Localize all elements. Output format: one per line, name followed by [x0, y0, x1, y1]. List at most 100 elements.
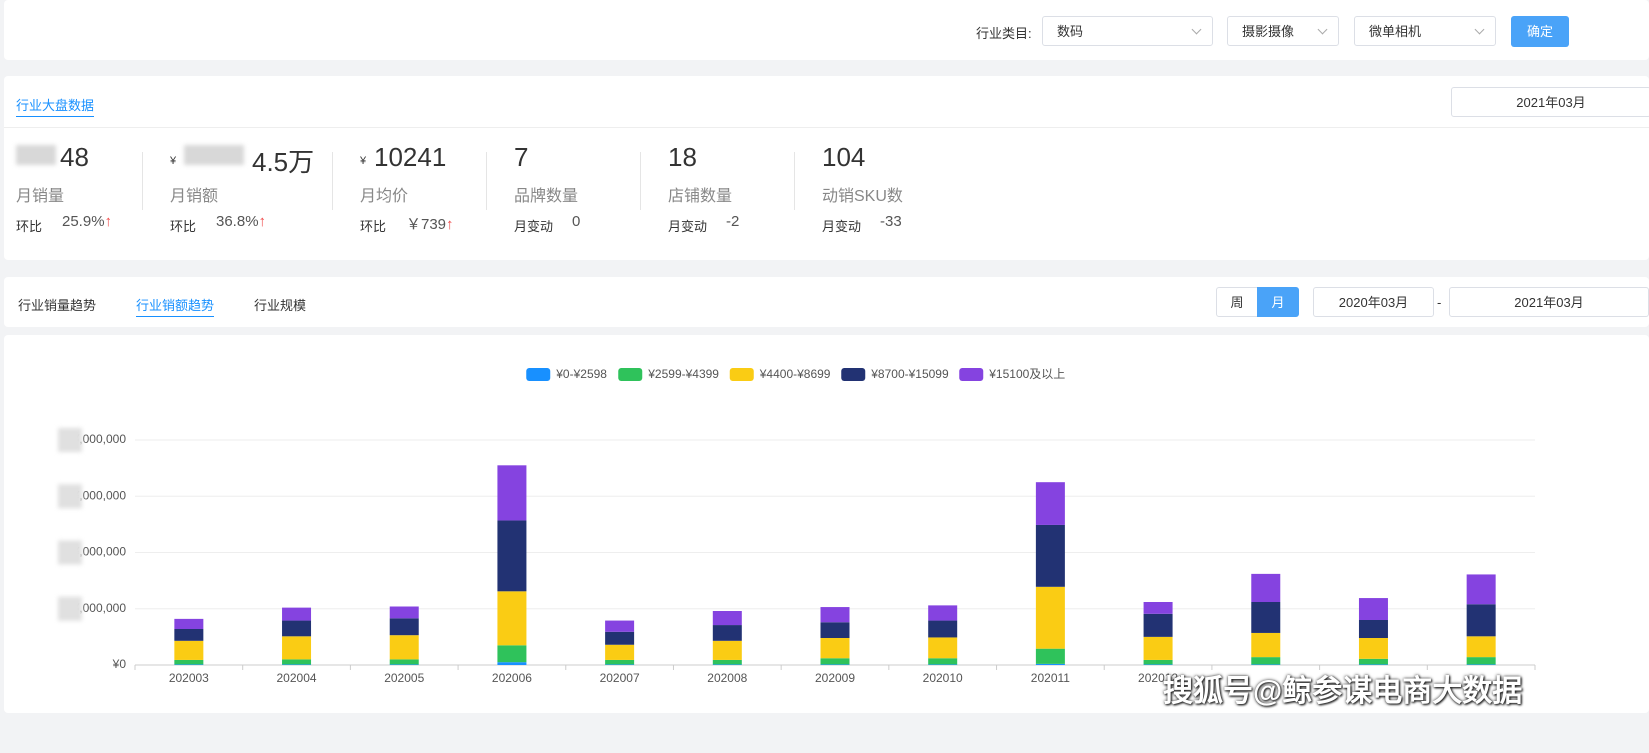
bar-segment [1251, 632, 1281, 658]
chart: ¥0 ¥,000,000 ¥,000,000 ¥,000,000 ¥,000,000 20… [58, 367, 1536, 685]
bar-segment [820, 638, 850, 659]
bar-segment [282, 620, 312, 637]
bar-segment [497, 465, 527, 521]
x-tick-label: 202005 [384, 671, 424, 685]
range-separator: - [1437, 295, 1442, 310]
kpi-change-label: 环比 [16, 219, 43, 234]
legend-label: ¥15100及以上 [988, 367, 1065, 381]
up-arrow: ↑ [104, 213, 113, 230]
kpi-change: -2 [726, 213, 740, 230]
blur [16, 145, 56, 165]
blur [58, 428, 82, 452]
kpi-value: 7 [514, 142, 529, 172]
kpi-value: 104 [822, 142, 866, 172]
select[interactable]: 数码 [1042, 16, 1213, 46]
bar-segment [928, 658, 958, 665]
y-tick-label: ¥,000,000 [72, 432, 127, 446]
x-tick-label: 202004 [277, 671, 317, 685]
bar-segment [1251, 602, 1281, 633]
end-date[interactable]: 2021年03月 [1449, 287, 1649, 317]
legend-swatch [526, 368, 551, 381]
divider [332, 152, 333, 210]
section-title[interactable]: 行业大盘数据 [16, 95, 95, 117]
period-week[interactable]: 周 [1216, 287, 1258, 317]
kpi-value: 10241 [374, 142, 447, 172]
legend-label: ¥8700-¥15099 [870, 367, 949, 381]
kpi-change: ￥739↑ [406, 216, 454, 233]
tab-active[interactable]: 行业销额趋势 [136, 295, 215, 317]
bar-segment [928, 620, 958, 638]
legend-swatch [729, 368, 754, 381]
kpi-change: 0 [572, 213, 581, 230]
x-tick-label: 202003 [169, 671, 209, 685]
confirm-button[interactable]: 确定 [1511, 16, 1569, 47]
bar-segment [174, 618, 204, 629]
bar-segment [1358, 598, 1388, 620]
bar-segment [1143, 659, 1173, 665]
y-tick-label: ¥,000,000 [72, 545, 127, 559]
blur [184, 145, 244, 165]
bar-segment [928, 664, 958, 665]
kpi-name: 月均价 [360, 188, 409, 205]
kpi-change-label: 环比 [360, 219, 387, 234]
bar-segment [1143, 636, 1173, 660]
bar-segment [1035, 524, 1065, 587]
select[interactable]: 摄影摄像 [1227, 16, 1339, 46]
period-month[interactable]: 月 [1257, 287, 1299, 317]
kpi-value: 4.5万 [252, 147, 315, 177]
bar-segment [1466, 604, 1496, 637]
bar-segment [389, 635, 419, 660]
kpi-name: 店铺数量 [668, 188, 733, 205]
bar-segment [605, 644, 635, 660]
bar-segment [1358, 658, 1388, 665]
bar-segment [1466, 636, 1496, 658]
filter-label: 行业类目: [976, 26, 1032, 41]
legend-swatch [841, 368, 866, 381]
bar-segment [1466, 664, 1496, 665]
bar-segment [174, 629, 204, 641]
bar-segment [605, 620, 635, 632]
bar-segment [1143, 602, 1173, 614]
legend-swatch [618, 368, 643, 381]
bar-segment [1035, 648, 1065, 664]
blur [58, 484, 82, 509]
bar-segment [389, 659, 419, 665]
filter-bar: 行业类目: 数码 摄影摄像 微单相机 确定 [4, 0, 1649, 60]
bar-segment [282, 607, 312, 621]
bar-segment [174, 659, 204, 665]
x-tick-label: 202010 [923, 671, 963, 685]
bar-segment [1251, 657, 1281, 665]
bar-segment [605, 664, 635, 665]
tab-bar: 行业销量趋势 行业销额趋势 行业规模 周 月 2020年03月 - 2021年0… [4, 277, 1649, 327]
divider [794, 152, 795, 210]
bar-segment [1143, 613, 1173, 637]
x-tick-label: 202011 [1031, 671, 1070, 685]
currency: ¥ [170, 155, 177, 167]
bar-segment [605, 631, 635, 645]
kpi-change: 36.8%↑ [216, 213, 267, 230]
bar-segment [1251, 573, 1281, 602]
kpi-change-label: 月变动 [822, 219, 862, 234]
kpi-value: 18 [668, 142, 697, 172]
x-tick-label: 202009 [815, 671, 855, 685]
kpi-value: 48 [60, 142, 89, 172]
kpi-change: -33 [880, 213, 902, 230]
bar-segment [820, 607, 850, 623]
bar-segment [1358, 638, 1388, 659]
x-tick-label: 202006 [492, 671, 532, 685]
currency: ¥ [360, 155, 367, 167]
divider [640, 152, 641, 210]
tab[interactable]: 行业规模 [254, 298, 307, 313]
date-picker[interactable]: 2021年03月 [1451, 87, 1649, 117]
tab[interactable]: 行业销量趋势 [18, 298, 97, 313]
up-arrow: ↑ [258, 213, 267, 230]
blur [58, 540, 82, 565]
start-date[interactable]: 2020年03月 [1313, 287, 1434, 317]
select[interactable]: 微单相机 [1354, 16, 1496, 46]
legend-label: ¥4400-¥8699 [759, 367, 831, 381]
bar-segment [712, 659, 742, 665]
bar-segment [1143, 664, 1173, 665]
bar-segment [389, 664, 419, 665]
overview-card: 行业大盘数据 2021年03月 [4, 76, 1649, 260]
bar-segment [389, 618, 419, 636]
